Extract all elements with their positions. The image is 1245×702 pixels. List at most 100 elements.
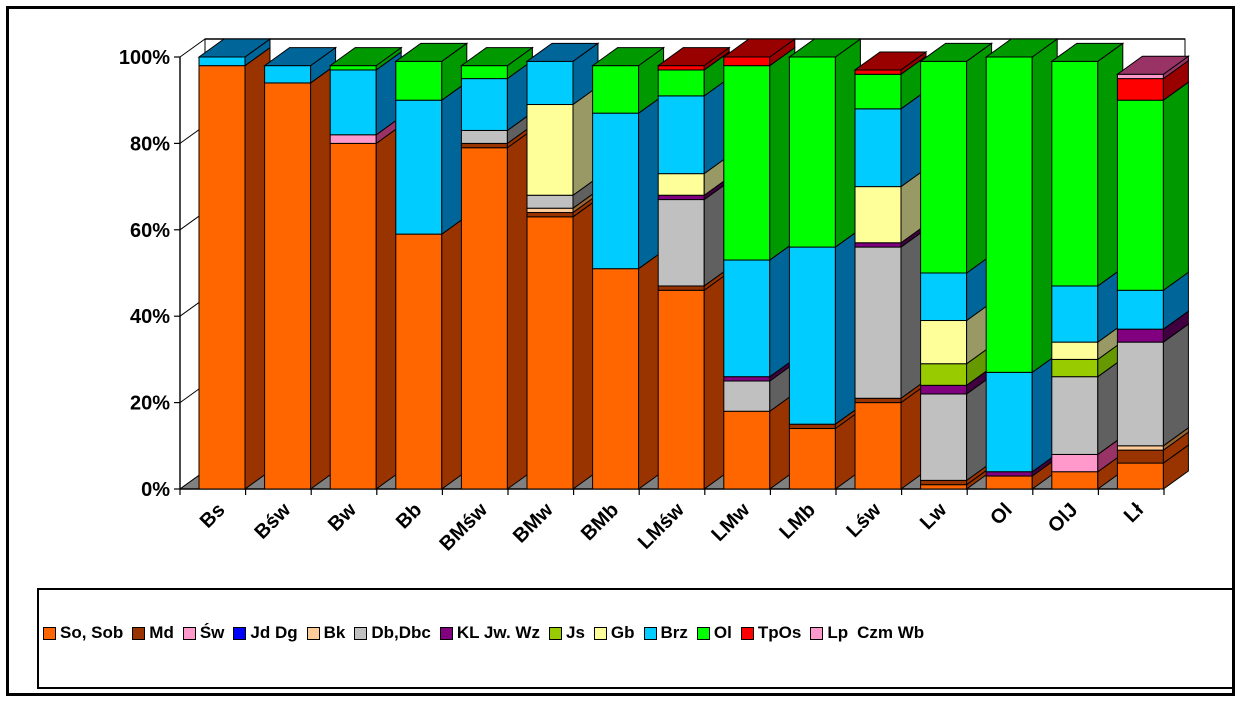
legend-item: So, Sob (43, 623, 123, 643)
y-tick-label: 0% (141, 479, 170, 501)
bar-Gb-LMśw (657, 173, 705, 196)
bar-Bk-Lł (1116, 445, 1164, 451)
bar-stack-OlJ (1050, 42, 1125, 490)
bar-Brz-Bb (395, 99, 443, 235)
bar-TpOs-Lł (1116, 78, 1164, 101)
bar-stack-BMw (525, 42, 600, 490)
bar-stack-Lśw (853, 50, 928, 490)
bar-stack-LMb (787, 38, 862, 490)
bar-Ol-LMśw (657, 69, 705, 97)
bar-stack-Lł (1115, 55, 1190, 490)
x-tick-label: LMśw (634, 499, 689, 554)
legend-swatch (182, 626, 196, 640)
bar-top-Bb (394, 42, 469, 62)
bar-Ol-Bb (395, 60, 443, 101)
bar-KL Jw. Wz-Lśw (854, 242, 902, 248)
bar-So, Sob-BMśw (460, 147, 508, 490)
bar-So, Sob-LMw (723, 410, 771, 490)
legend-item: Db,Dbc (354, 623, 431, 643)
bar-Ol-Bw (329, 65, 377, 71)
legend-item: TpOs (740, 623, 801, 643)
bar-Md-LMśw (657, 285, 705, 291)
bar-stack-Bw (328, 46, 403, 490)
legend-item: Ol (696, 623, 732, 643)
bar-top-LMb (787, 38, 862, 58)
bar-Brz-Ol (985, 371, 1033, 473)
legend-swatch (740, 626, 754, 640)
bar-top-Lśw (853, 51, 928, 71)
bar-Js-Lw (920, 363, 968, 386)
bar-Św-OlJ (1051, 453, 1099, 473)
bar-Gb-BMw (526, 104, 574, 196)
legend-label: Ol (713, 623, 732, 642)
x-tick-label: BMśw (436, 499, 493, 556)
legend-item: Bk (306, 623, 346, 643)
bar-Db,Dbc-LMw (723, 380, 771, 412)
bar-KL Jw. Wz-LMśw (657, 194, 705, 201)
bar-stack-Bs (197, 38, 272, 490)
bar-TpOs-Lśw (854, 69, 902, 75)
bar-Brz-LMśw (657, 95, 705, 175)
legend-label: KL Jw. Wz (456, 623, 540, 642)
bar-Gb-OlJ (1051, 341, 1099, 360)
bar-TpOs-LMśw (657, 65, 705, 71)
legend-swatch (43, 626, 56, 640)
legend-swatch (439, 626, 453, 640)
legend-label: Czm Wb (857, 623, 925, 642)
bar-Św-Bw (329, 134, 377, 144)
bar-stack-Lw (919, 42, 994, 490)
bar-top-BMw (525, 42, 600, 62)
bar-top-Bśw (263, 47, 338, 67)
bar-Ol-Ol (985, 56, 1033, 373)
bar-stack-BMśw (459, 46, 534, 490)
legend-swatch (233, 626, 247, 640)
bar-So, Sob-Bb (395, 233, 443, 490)
bar-Ol-BMb (592, 65, 640, 114)
bar-Db,Dbc-BMw (526, 194, 574, 209)
x-tick-label: Bw (324, 499, 361, 536)
bar-KL Jw. Wz-Ol (985, 471, 1033, 477)
legend-label: Md (149, 623, 174, 642)
bar-Ol-OlJ (1051, 60, 1099, 287)
legend-item: Md (132, 623, 174, 643)
y-tick-label: 100% (119, 47, 170, 69)
legend-item: Św (182, 623, 224, 643)
bar-Js-OlJ (1051, 358, 1099, 378)
legend-item: Lp (810, 623, 848, 643)
legend-swatch (354, 626, 368, 640)
bar-top-Lw (919, 42, 994, 62)
bar-Brz-OlJ (1051, 285, 1099, 343)
bar-Md-LMb (788, 423, 836, 430)
bar-So, Sob-OlJ (1051, 471, 1099, 490)
legend-item: Js (548, 623, 585, 643)
x-tick-label: BMw (509, 499, 558, 548)
legend-label: Db,Dbc (371, 623, 431, 642)
legend-swatch (548, 626, 562, 640)
x-tick-label: BMb (577, 499, 623, 545)
bar-top-Bw (328, 47, 403, 67)
bar-top-BMśw (459, 47, 534, 67)
legend-label: Jd Dg (250, 623, 298, 642)
x-tick-label: LMw (707, 499, 754, 546)
legend-label: Lp (827, 623, 849, 642)
bar-stack-Bśw (263, 46, 338, 490)
legend-item: Gb (593, 623, 635, 643)
bar-Db,Dbc-BMśw (460, 129, 508, 144)
legend-items: So, Sob Md Św Jd Dg Bk Db,Dbc KL Jw. Wz Js Gb Brz… (39, 623, 1232, 643)
bar-Db,Dbc-Lw (920, 393, 968, 481)
bar-side-Db,Dbc-Lł (1162, 323, 1189, 447)
bar-stack-LMw (722, 38, 797, 490)
bar-Gb-Lw (920, 320, 968, 365)
x-tick-label: OlJ (1044, 499, 1082, 537)
bar-side-Ol-Lł (1162, 81, 1189, 292)
bar-Md-BMśw (460, 142, 508, 149)
bar-Ol-Lł (1116, 99, 1164, 291)
legend-label: Bk (323, 623, 346, 642)
y-tick-label: 40% (130, 306, 170, 328)
x-tick-label: Bb (392, 499, 426, 533)
legend-label: So, Sob (60, 623, 124, 642)
bar-stack-Bb (394, 42, 469, 490)
legend-label: Brz (660, 623, 688, 642)
bar-So, Sob-Bśw (264, 82, 312, 490)
bar-stack-LMśw (656, 46, 731, 490)
